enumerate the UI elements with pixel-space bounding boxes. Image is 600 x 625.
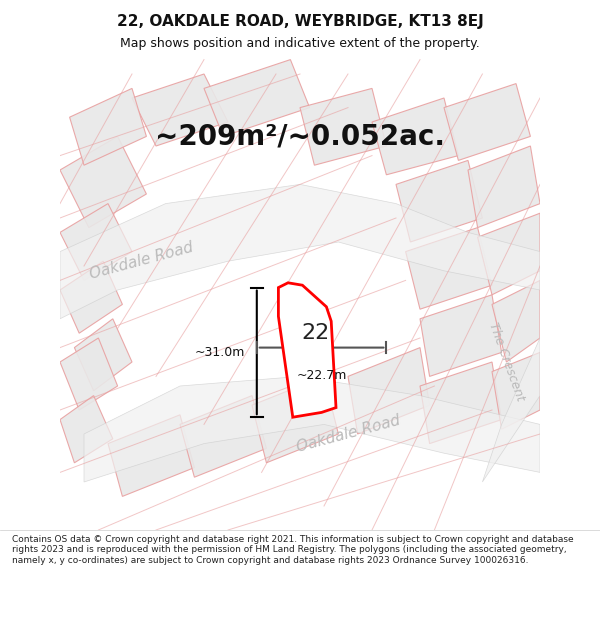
Text: ~31.0m: ~31.0m	[194, 346, 245, 359]
Text: Oakdale Road: Oakdale Road	[295, 413, 401, 455]
Polygon shape	[492, 352, 540, 429]
Polygon shape	[84, 376, 540, 482]
Polygon shape	[300, 88, 386, 165]
Polygon shape	[420, 295, 502, 376]
Polygon shape	[492, 281, 540, 362]
Polygon shape	[60, 396, 113, 462]
Polygon shape	[108, 415, 194, 496]
Polygon shape	[60, 136, 146, 228]
Text: 22, OAKDALE ROAD, WEYBRIDGE, KT13 8EJ: 22, OAKDALE ROAD, WEYBRIDGE, KT13 8EJ	[116, 14, 484, 29]
Polygon shape	[482, 338, 540, 482]
Polygon shape	[278, 282, 336, 418]
Polygon shape	[396, 161, 482, 242]
Text: Contains OS data © Crown copyright and database right 2021. This information is : Contains OS data © Crown copyright and d…	[12, 535, 574, 564]
Polygon shape	[180, 396, 266, 478]
Polygon shape	[406, 228, 492, 309]
Polygon shape	[70, 88, 146, 165]
Text: Map shows position and indicative extent of the property.: Map shows position and indicative extent…	[120, 38, 480, 51]
Polygon shape	[60, 261, 122, 333]
Text: ~22.7m: ~22.7m	[296, 369, 347, 382]
Polygon shape	[348, 348, 430, 434]
Polygon shape	[478, 213, 540, 295]
Polygon shape	[204, 59, 310, 136]
Polygon shape	[60, 204, 132, 281]
Polygon shape	[252, 376, 338, 462]
Polygon shape	[372, 98, 458, 175]
Polygon shape	[74, 319, 132, 391]
Text: 22: 22	[302, 322, 330, 342]
Text: Oakdale Road: Oakdale Road	[88, 240, 195, 282]
Polygon shape	[468, 146, 540, 228]
Polygon shape	[132, 74, 228, 146]
Text: The Crescent: The Crescent	[486, 321, 527, 403]
Polygon shape	[420, 362, 502, 444]
Polygon shape	[444, 84, 530, 161]
Polygon shape	[60, 338, 118, 410]
Text: ~209m²/~0.052ac.: ~209m²/~0.052ac.	[155, 122, 445, 151]
Polygon shape	[60, 184, 540, 319]
